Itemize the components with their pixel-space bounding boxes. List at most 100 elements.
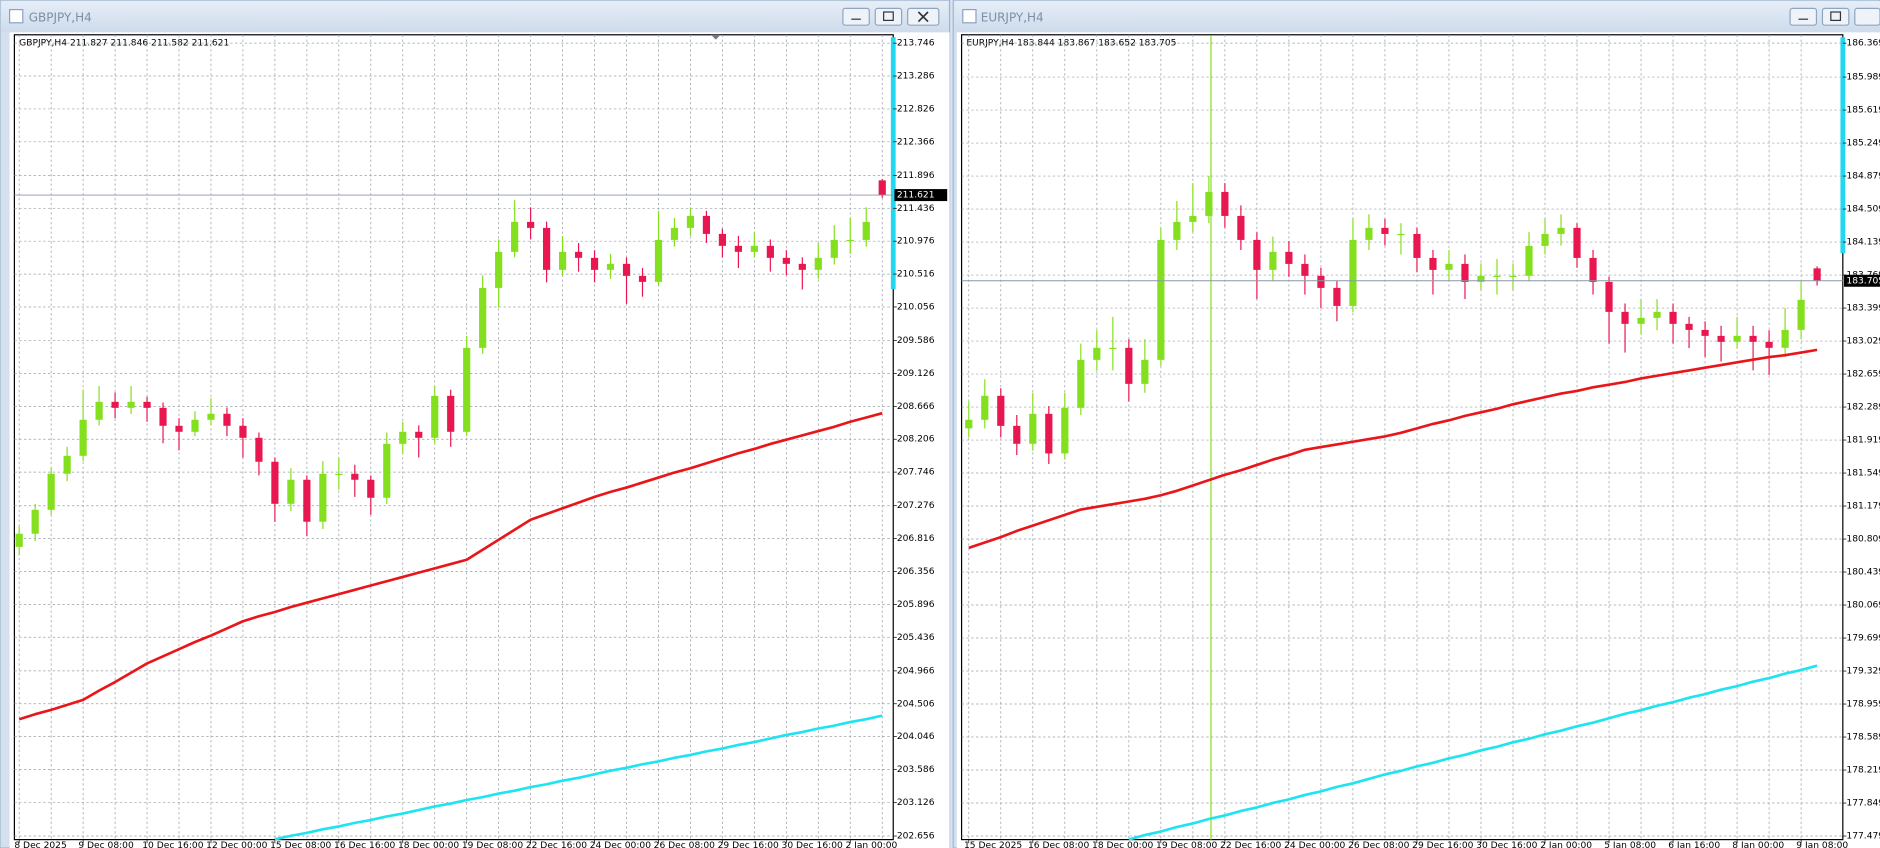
candle-body <box>1269 251 1277 270</box>
maximize-button[interactable] <box>1821 7 1850 26</box>
minimize-button[interactable] <box>1789 7 1818 26</box>
candle-body <box>95 401 103 420</box>
bid-label: 183.705 <box>1846 276 1880 286</box>
y-tick-label: 180.439 <box>1846 568 1880 578</box>
candle-body <box>734 245 742 252</box>
y-tick-label: 206.356 <box>897 567 935 577</box>
y-tick-label: 207.746 <box>897 468 935 478</box>
chart-area <box>9 32 950 848</box>
candle-body <box>191 419 199 432</box>
candle-body <box>1109 347 1117 350</box>
candle-body <box>1285 251 1293 264</box>
window-buttons[interactable] <box>842 7 940 26</box>
candle-body <box>319 473 327 522</box>
y-tick-label: 182.289 <box>1846 403 1880 413</box>
candle-body <box>638 275 647 282</box>
y-tick-label: 177.849 <box>1846 799 1880 809</box>
bid-label-box <box>1844 274 1880 287</box>
candle-body <box>1637 317 1645 324</box>
window-title: GBPJPY,H4 <box>29 10 92 24</box>
icon <box>917 11 929 23</box>
bid-label: 211.621 <box>897 191 935 201</box>
candle-body <box>846 239 854 242</box>
window-title: EURJPY,H4 <box>981 10 1044 24</box>
candle-body <box>175 425 183 432</box>
y-tick-label: 178.589 <box>1846 733 1880 743</box>
x-tick-label: 5 Jan 08:00 <box>1604 841 1656 848</box>
close-button[interactable] <box>1854 7 1880 26</box>
window-icon <box>962 8 977 24</box>
candle-body <box>830 239 838 258</box>
minimize-button[interactable] <box>842 7 870 26</box>
candle-body <box>1493 275 1501 278</box>
candle-body <box>1477 275 1485 282</box>
indicator-bar <box>1840 37 1846 254</box>
candle-body <box>1685 323 1693 330</box>
y-tick-label: 184.139 <box>1846 238 1880 248</box>
y-tick-label: 205.896 <box>897 600 935 610</box>
window: GBPJPY,H4 GBPJPY,H4 211.827 211.846 211.… <box>0 0 951 848</box>
candle-body <box>750 245 758 252</box>
y-tick-label: 204.506 <box>897 699 935 709</box>
candle-body <box>1653 311 1661 318</box>
y-tick-label: 184.879 <box>1846 172 1880 182</box>
y-tick-label: 205.436 <box>897 633 935 643</box>
candle-body <box>782 257 790 264</box>
candle-body <box>1141 359 1149 384</box>
candle-body <box>1397 233 1405 236</box>
candle-body <box>1557 227 1565 234</box>
x-tick-label: 19 Dec 08:00 <box>1156 841 1217 848</box>
candle-body <box>447 395 455 432</box>
candle-body <box>1605 281 1613 312</box>
candle-body <box>287 479 295 504</box>
candle-body <box>981 395 989 420</box>
candle-body <box>63 455 71 474</box>
y-tick-label: 178.219 <box>1846 766 1880 776</box>
y-tick-label: 210.516 <box>897 270 935 280</box>
x-tick-label: 29 Dec 16:00 <box>1412 841 1473 848</box>
candle-body <box>127 401 135 408</box>
window-icon <box>8 8 24 24</box>
y-tick-label: 206.816 <box>897 534 935 544</box>
ma-line <box>274 714 883 841</box>
y-tick-label: 211.436 <box>897 204 935 214</box>
candle-body <box>1237 215 1245 240</box>
window-buttons[interactable] <box>1789 7 1880 26</box>
candle-body <box>415 431 423 438</box>
y-tick-label: 207.276 <box>897 501 935 511</box>
shift-marker <box>710 34 721 40</box>
x-tick-label: 9 Dec 08:00 <box>78 841 134 848</box>
plot-border <box>13 34 894 841</box>
candle-body <box>878 180 886 196</box>
candle-body <box>1461 263 1469 282</box>
y-tick-label: 185.989 <box>1846 73 1880 83</box>
x-tick-label: 18 Dec 00:00 <box>1092 841 1153 848</box>
candle-body <box>702 215 711 234</box>
candle-body <box>1589 257 1597 282</box>
x-tick-label: 6 Jan 16:00 <box>1668 841 1720 848</box>
candle-body <box>654 239 663 282</box>
x-tick-label: 15 Dec 2025 <box>964 841 1022 848</box>
x-tick-label: 24 Dec 00:00 <box>1284 841 1345 848</box>
info-line: EURJPY,H4 183.844 183.867 183.652 183.70… <box>966 39 1176 49</box>
candle-body <box>1317 275 1325 288</box>
candle-body <box>1333 287 1341 306</box>
candle-body <box>558 251 567 270</box>
y-tick-label: 179.699 <box>1846 634 1880 644</box>
candle-body <box>1077 359 1085 408</box>
title-bar <box>954 1 1880 33</box>
candle-body <box>798 263 806 270</box>
y-tick-label: 212.366 <box>897 137 935 147</box>
candle-body <box>1413 233 1421 258</box>
y-tick-label: 204.966 <box>897 666 935 676</box>
y-tick-label: 182.659 <box>1846 370 1880 380</box>
x-tick-label: 2 Jan 00:00 <box>1540 841 1592 848</box>
candle-body <box>1045 413 1053 454</box>
y-tick-label: 203.126 <box>897 798 935 808</box>
candle-body <box>1541 233 1549 246</box>
candle-body <box>223 413 231 426</box>
maximize-button[interactable] <box>874 7 903 26</box>
candle-body <box>862 221 870 240</box>
candle-body <box>1429 257 1437 270</box>
